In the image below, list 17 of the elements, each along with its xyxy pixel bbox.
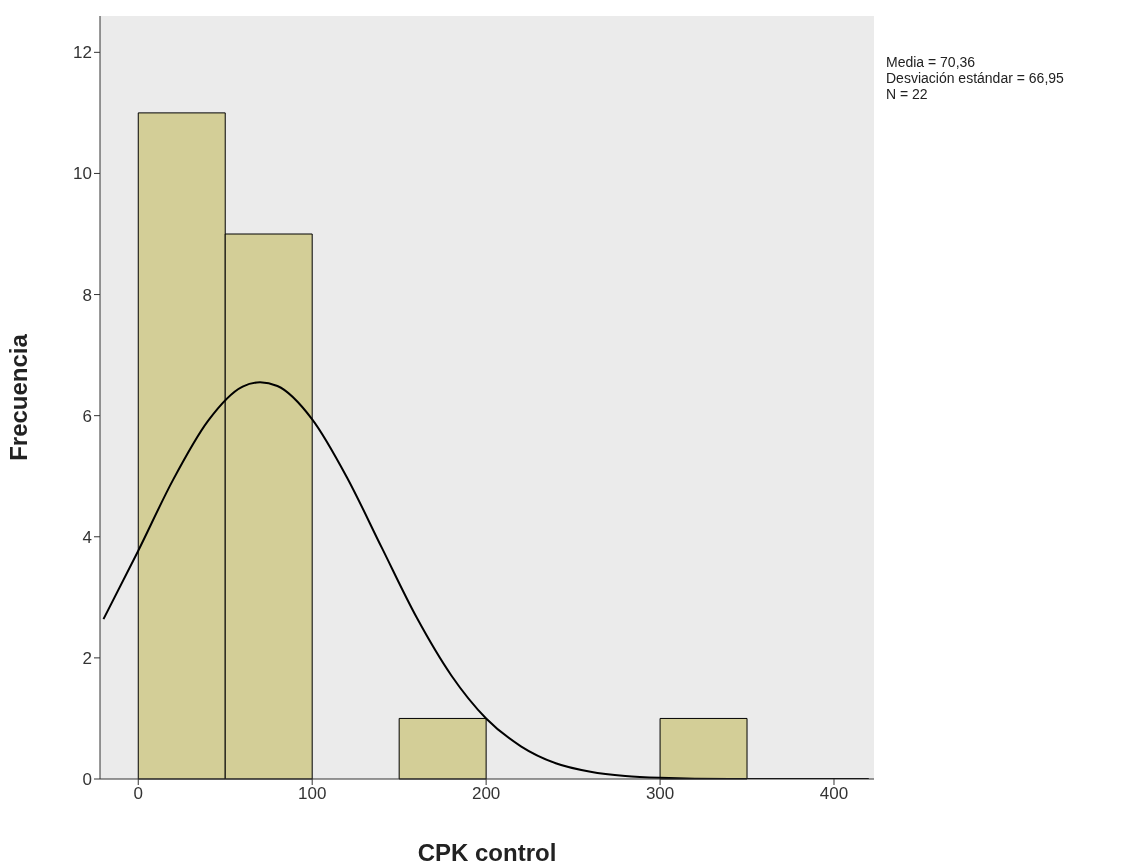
text: N = 22: [886, 86, 929, 102]
x-tick-label: 200: [471, 784, 501, 804]
text: Media = 70,36: [886, 54, 977, 70]
y-tick-label: 4: [82, 527, 92, 547]
x-tick-label: 300: [645, 784, 675, 804]
y-axis-title: Frecuencia: [4, 333, 32, 461]
y-tick-label: 10: [73, 164, 92, 184]
text: Desviación estándar = 66,95: [886, 70, 1064, 86]
y-tick-label: 6: [82, 406, 92, 426]
x-tick-label: 100: [298, 784, 327, 804]
x-axis-title: CPK control: [417, 839, 557, 863]
y-tick-label: 2: [82, 648, 92, 668]
y-tick-label: 0: [82, 770, 92, 790]
y-tick-label: 12: [73, 43, 92, 63]
x-tick-label: 0: [133, 784, 143, 804]
x-tick-label: 400: [819, 784, 849, 804]
y-tick-label: 8: [82, 285, 92, 305]
